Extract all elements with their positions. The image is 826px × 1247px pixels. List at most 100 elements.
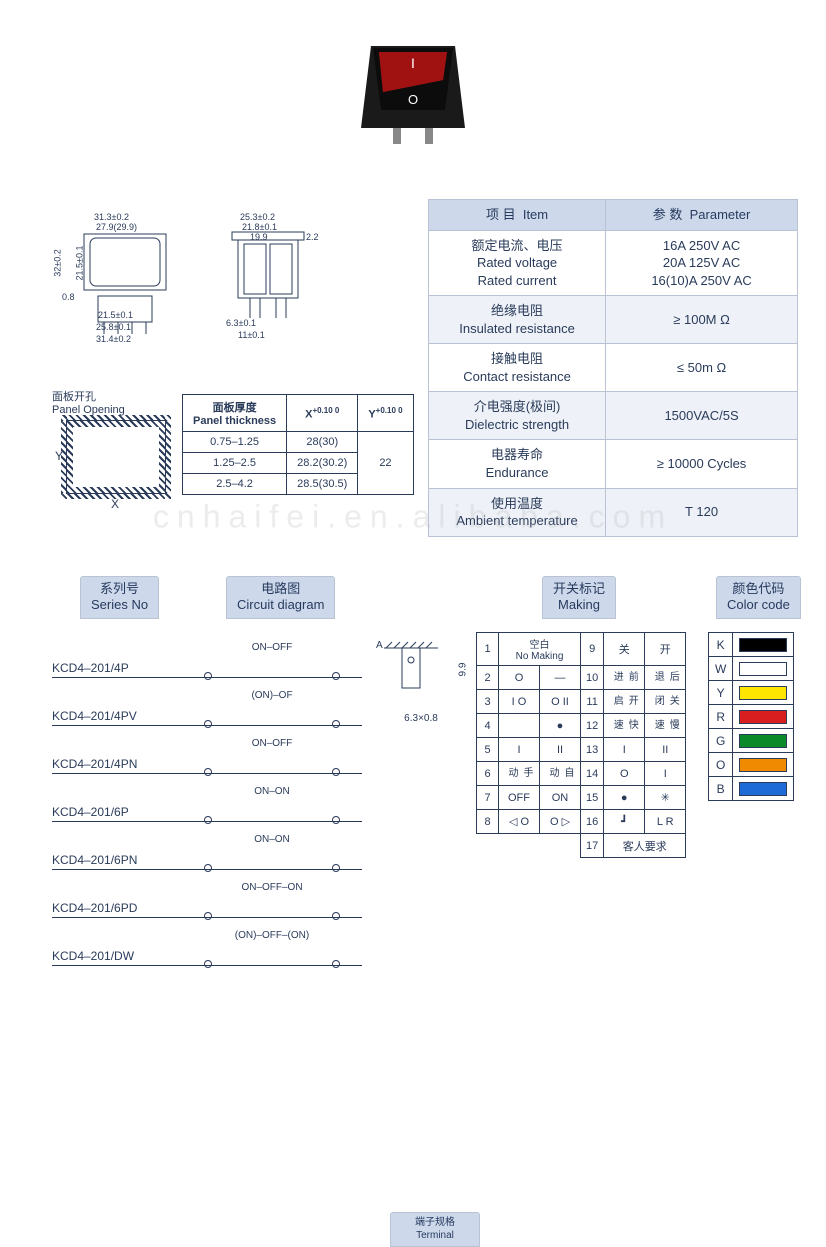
- making-sym: ✳: [645, 786, 686, 810]
- making-sym: 快速: [604, 714, 645, 738]
- pt-x: 28.5(30.5): [287, 474, 358, 495]
- making-idx: 17: [581, 834, 604, 858]
- svg-text:I: I: [411, 55, 415, 71]
- making-sym: O ▷: [540, 810, 581, 834]
- making-sym: I: [604, 738, 645, 762]
- circuit-diagram: ON–OFF: [182, 744, 362, 774]
- spec-value: ≥ 100M Ω: [606, 296, 798, 344]
- making-sym: O: [604, 762, 645, 786]
- series-row: KCD4–201/DW(ON)–OFF–(ON): [52, 918, 362, 966]
- color-code: B: [709, 777, 733, 801]
- making-idx: 8: [477, 810, 499, 834]
- color-swatch: [733, 681, 794, 705]
- spec-value: ≥ 10000 Cycles: [606, 440, 798, 488]
- spec-item: 电器寿命Endurance: [429, 440, 606, 488]
- series-row: KCD4–201/6PON–ON: [52, 774, 362, 822]
- making-idx: 9: [581, 633, 604, 666]
- color-swatch: [733, 657, 794, 681]
- series-no: KCD4–201/6PD: [52, 901, 182, 918]
- making-table: 1空白No Making9关开2O—10前进后退3I OO II11开启关闭4●…: [476, 632, 686, 858]
- making-idx: 2: [477, 666, 499, 690]
- making-sym: ●: [604, 786, 645, 810]
- spec-item: 使用温度Ambient temperature: [429, 488, 606, 536]
- series-no: KCD4–201/4P: [52, 661, 182, 678]
- color-code: G: [709, 729, 733, 753]
- series-row: KCD4–201/4PV(ON)–OF: [52, 678, 362, 726]
- making-sym: 开启: [604, 690, 645, 714]
- circuit-diagram: (ON)–OFF–(ON): [182, 936, 362, 966]
- color-code: Y: [709, 681, 733, 705]
- panel-opening: 面板开孔Panel Opening Y X: [52, 388, 172, 494]
- hdr-color: 颜色代码Color code: [716, 576, 801, 619]
- making-idx: 15: [581, 786, 604, 810]
- making-sym: 客人要求: [604, 834, 686, 858]
- spec-value: 16A 250V AC20A 125V AC16(10)A 250V AC: [606, 230, 798, 296]
- making-sym: 前进: [604, 666, 645, 690]
- making-sym: O: [499, 666, 540, 690]
- spec-item: 绝缘电阻Insulated resistance: [429, 296, 606, 344]
- series-no: KCD4–201/6P: [52, 805, 182, 822]
- spec-item: 接触电阻Contact resistance: [429, 344, 606, 392]
- color-code: K: [709, 633, 733, 657]
- terminal-drawing: A 9.9 6.3×0.8: [376, 636, 466, 724]
- pt-thickness: 1.25–2.5: [183, 453, 287, 474]
- making-sym: I O: [499, 690, 540, 714]
- spec-value: 1500VAC/5S: [606, 392, 798, 440]
- making-sym: II: [645, 738, 686, 762]
- making-idx: 3: [477, 690, 499, 714]
- series-row: KCD4–201/4PNON–OFF: [52, 726, 362, 774]
- circuit-diagram: ON–ON: [182, 840, 362, 870]
- making-sym: II: [540, 738, 581, 762]
- making-idx: 10: [581, 666, 604, 690]
- pt-thickness: 2.5–4.2: [183, 474, 287, 495]
- making-sym: —: [540, 666, 581, 690]
- making-idx: 14: [581, 762, 604, 786]
- hdr-series: 系列号Series No: [80, 576, 159, 619]
- series-list: KCD4–201/4PON–OFFKCD4–201/4PV(ON)–OFKCD4…: [52, 630, 362, 966]
- spec-value: ≤ 50m Ω: [606, 344, 798, 392]
- color-code: W: [709, 657, 733, 681]
- making-idx: 4: [477, 714, 499, 738]
- panel-thickness-table: 面板厚度Panel thickness X+0.10 0 Y+0.10 0 0.…: [182, 394, 414, 495]
- making-idx: 6: [477, 762, 499, 786]
- svg-text:O: O: [408, 92, 418, 107]
- making-sym: I: [645, 762, 686, 786]
- making-sym: ◁ O: [499, 810, 540, 834]
- making-sym: 慢速: [645, 714, 686, 738]
- circuit-diagram: (ON)–OF: [182, 696, 362, 726]
- pt-y: 22: [358, 432, 413, 495]
- making-sym: 自动: [540, 762, 581, 786]
- making-idx: 5: [477, 738, 499, 762]
- making-sym: 关: [604, 633, 645, 666]
- pt-x: 28.2(30.2): [287, 453, 358, 474]
- series-no: KCD4–201/4PV: [52, 709, 182, 726]
- making-idx: 1: [477, 633, 499, 666]
- making-sym: ┛: [604, 810, 645, 834]
- making-sym: ON: [540, 786, 581, 810]
- making-sym: [499, 714, 540, 738]
- making-sym: OFF: [499, 786, 540, 810]
- circuit-diagram: ON–ON: [182, 792, 362, 822]
- color-code: R: [709, 705, 733, 729]
- making-sym: O II: [540, 690, 581, 714]
- making-sym: 开: [645, 633, 686, 666]
- color-swatch: [733, 777, 794, 801]
- series-no: KCD4–201/6PN: [52, 853, 182, 870]
- making-idx: 11: [581, 690, 604, 714]
- pt-x: 28(30): [287, 432, 358, 453]
- making-idx: 13: [581, 738, 604, 762]
- making-sym: 空白No Making: [499, 633, 581, 666]
- spec-value: T 120: [606, 488, 798, 536]
- making-sym: L R: [645, 810, 686, 834]
- making-sym: ●: [540, 714, 581, 738]
- color-code: O: [709, 753, 733, 777]
- color-swatch: [733, 705, 794, 729]
- series-row: KCD4–201/4PON–OFF: [52, 630, 362, 678]
- color-code-table: KWYRGOB: [708, 632, 794, 801]
- color-swatch: [733, 633, 794, 657]
- pt-thickness: 0.75–1.25: [183, 432, 287, 453]
- circuit-diagram: ON–OFF–ON: [182, 888, 362, 918]
- series-row: KCD4–201/6PNON–ON: [52, 822, 362, 870]
- series-no: KCD4–201/4PN: [52, 757, 182, 774]
- spec-table: 项 目 Item 参 数 Parameter 额定电流、电压Rated volt…: [428, 199, 798, 537]
